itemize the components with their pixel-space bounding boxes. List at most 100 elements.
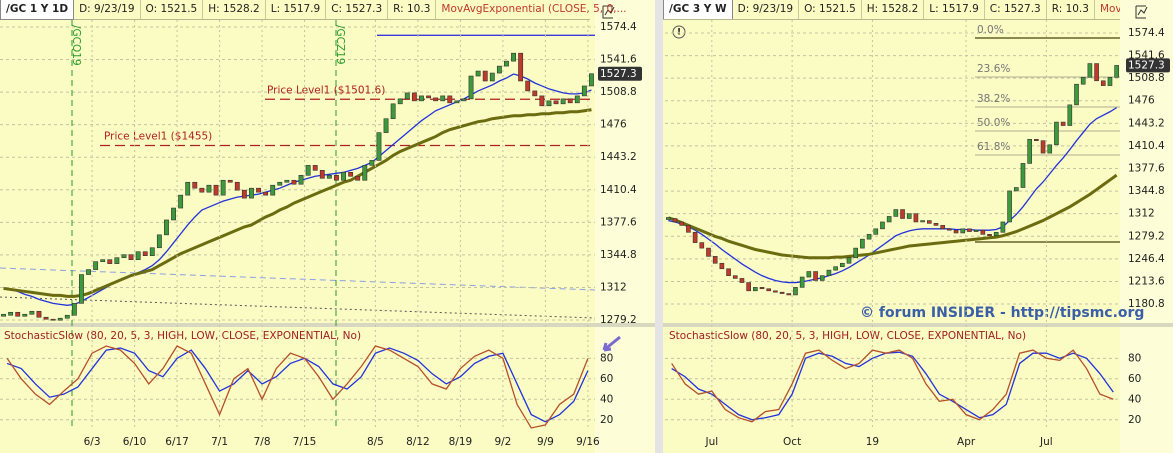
- candle: [305, 165, 311, 176]
- y-tick-label: 1377.6: [600, 216, 637, 228]
- candle: [1080, 77, 1086, 85]
- candle: [100, 259, 106, 262]
- y-tick-label: 1541.6: [600, 54, 637, 66]
- pane-divider: [0, 323, 655, 327]
- series-line: [668, 107, 1117, 284]
- candle: [256, 187, 261, 193]
- candle: [726, 268, 731, 276]
- y-tick-label: 1246.4: [1128, 253, 1165, 265]
- candle: [574, 95, 580, 104]
- candle: [893, 209, 899, 217]
- alert-icon[interactable]: [672, 25, 686, 39]
- candle: [773, 290, 778, 293]
- y-tick-label: 80: [1128, 352, 1141, 364]
- y-tick-label: 1508.8: [1128, 72, 1165, 84]
- candle: [759, 287, 765, 290]
- y-tick-label: 1508.8: [600, 86, 637, 98]
- candle: [107, 259, 113, 264]
- candle: [1040, 140, 1046, 154]
- y-tick-label: 40: [600, 393, 613, 405]
- y-tick-label: 60: [1128, 373, 1141, 385]
- study-title: StochasticSlow (80, 20, 5, 3, HIGH, LOW,…: [669, 330, 1026, 342]
- candle: [312, 165, 318, 171]
- symbol[interactable]: /GC 3 Y W: [663, 0, 733, 19]
- candle: [291, 179, 297, 185]
- series-line: [671, 349, 1114, 423]
- candle: [993, 231, 999, 237]
- candle: [913, 213, 919, 223]
- fib-label: 0.0%: [977, 24, 1004, 36]
- chart-icon[interactable]: [602, 5, 615, 19]
- candle: [511, 52, 516, 62]
- last-price: 1527.3: [600, 68, 637, 80]
- candle: [1034, 139, 1039, 141]
- roll-label: /GCQ19: [70, 25, 82, 66]
- x-tick-label: 6/3: [84, 436, 101, 448]
- candle: [482, 70, 488, 82]
- candle: [277, 181, 283, 186]
- candle: [199, 187, 205, 193]
- candle: [1067, 104, 1073, 126]
- candle: [29, 310, 35, 315]
- y-tick-label: 1476: [1128, 95, 1155, 107]
- y-tick-label: 1443.2: [600, 151, 637, 163]
- candle: [933, 223, 939, 226]
- x-tick-label: Jul: [705, 436, 719, 448]
- candle: [906, 213, 912, 219]
- candle: [426, 95, 431, 99]
- candle: [953, 229, 959, 234]
- panel-gap: [655, 0, 663, 453]
- candle: [766, 288, 772, 292]
- last-price-badge: [598, 66, 642, 81]
- candle: [206, 184, 212, 193]
- chart-icon[interactable]: [1135, 5, 1148, 19]
- candle: [1060, 121, 1066, 126]
- candle: [1000, 221, 1006, 233]
- candle: [1, 313, 6, 317]
- price-level-label: Price Level1 ($1501.6): [267, 84, 385, 96]
- candle: [679, 221, 685, 226]
- x-tick-label: 8/12: [406, 436, 430, 448]
- candle: [786, 293, 792, 296]
- candle: [1087, 63, 1093, 78]
- x-tick-label: 9/16: [576, 436, 600, 448]
- candle: [404, 92, 410, 100]
- candle: [171, 207, 176, 221]
- candle: [672, 218, 678, 223]
- candle: [447, 95, 453, 104]
- candle: [739, 278, 745, 283]
- info: O: 1521.5: [141, 0, 204, 19]
- candle: [504, 60, 509, 67]
- candle: [326, 174, 332, 179]
- candle: [746, 282, 751, 292]
- candle: [220, 179, 226, 196]
- info: H: 1528.2: [203, 0, 266, 19]
- candle: [390, 103, 396, 120]
- last-price: 1527.3: [1128, 59, 1165, 71]
- x-tick-label: 6/10: [123, 436, 147, 448]
- candle: [1107, 77, 1113, 86]
- right-header: /GC 3 Y W D: 9/23/19 O: 1521.5 H: 1528.2…: [663, 0, 1120, 20]
- candle: [518, 52, 524, 82]
- candle: [553, 100, 559, 105]
- y-tick-label: 1410.4: [600, 184, 637, 196]
- symbol[interactable]: /GC 1 Y 1D: [0, 0, 75, 20]
- x-tick-label: 6/17: [165, 436, 189, 448]
- candle: [732, 275, 738, 279]
- left-panel-bg: [0, 0, 655, 453]
- price-level-label: Price Level1 ($1455): [104, 131, 212, 143]
- candle: [793, 287, 798, 296]
- candle: [397, 98, 403, 105]
- x-tick-label: 8/5: [367, 436, 384, 448]
- y-tick-label: 1344.8: [1128, 185, 1165, 197]
- candle: [886, 216, 892, 223]
- x-tick-label: 8/19: [449, 436, 473, 448]
- info: C: 1527.3: [985, 0, 1047, 19]
- candle: [419, 95, 424, 102]
- candle: [853, 247, 859, 259]
- candle: [699, 242, 705, 249]
- candle: [64, 314, 70, 319]
- candle: [355, 175, 361, 181]
- candle: [270, 184, 276, 196]
